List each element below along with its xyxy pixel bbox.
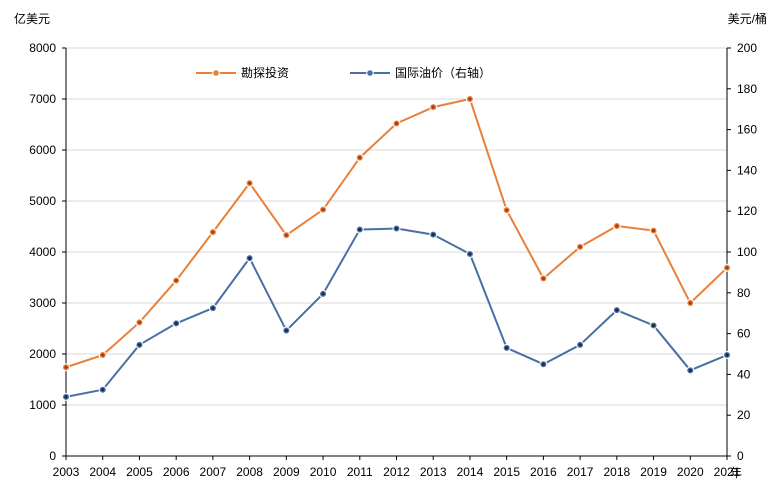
data-point-core-exploration xyxy=(284,233,288,237)
x-tick-label: 2003 xyxy=(53,465,80,479)
data-point-core-oil-price xyxy=(284,328,288,333)
data-point-core-oil-price xyxy=(211,306,215,310)
x-tick-label: 2017 xyxy=(567,465,594,479)
data-point-core-oil-price xyxy=(64,395,68,399)
right-tick-label: 40 xyxy=(737,367,751,381)
x-tick-label: 2007 xyxy=(200,465,227,479)
data-point-core-exploration xyxy=(651,228,656,233)
data-point-core-exploration xyxy=(688,301,692,305)
left-tick-label: 1000 xyxy=(29,398,56,412)
x-tick-label: 2016 xyxy=(530,465,557,479)
data-point-core-exploration xyxy=(358,156,362,160)
data-point-core-exploration xyxy=(211,230,215,234)
x-axis-unit: 年 xyxy=(730,466,742,480)
legend-item-oil-price: 国际油价（右轴） xyxy=(350,65,491,80)
data-point-core-oil-price xyxy=(651,323,656,328)
x-tick-label: 2019 xyxy=(640,465,667,479)
right-tick-label: 100 xyxy=(737,245,757,259)
x-tick-label: 2010 xyxy=(310,465,337,479)
right-tick-label: 0 xyxy=(737,449,744,463)
right-tick-label: 200 xyxy=(737,41,757,55)
x-tick-label: 2021 xyxy=(714,465,741,479)
right-tick-label: 80 xyxy=(737,286,751,300)
right-y-axis-label: 美元/桶 xyxy=(728,11,767,26)
legend: 勘探投资 国际油价（右轴） xyxy=(196,65,491,80)
data-point-core-oil-price xyxy=(505,346,509,350)
x-tick-label: 2013 xyxy=(420,465,447,479)
left-y-ticks: 0 1000 2000 3000 4000 5000 6000 7000 8000 xyxy=(29,41,66,463)
legend-marker-oil-price xyxy=(366,69,374,77)
data-point-core-oil-price xyxy=(431,233,435,237)
right-tick-label: 180 xyxy=(737,82,757,96)
left-tick-label: 4000 xyxy=(29,245,56,259)
series-layer xyxy=(62,95,731,401)
x-tick-label: 2018 xyxy=(603,465,630,479)
x-tick-label: 2011 xyxy=(347,465,373,479)
x-tick-label: 2009 xyxy=(273,465,300,479)
left-tick-label: 8000 xyxy=(29,41,56,55)
legend-item-exploration: 勘探投资 xyxy=(196,65,289,80)
x-ticks: 2003 2004 2005 2006 2007 2008 2009 2010 2011 2012… xyxy=(53,456,741,479)
data-point-core-exploration xyxy=(505,208,509,212)
data-point-core-oil-price xyxy=(688,368,692,372)
left-y-axis-label: 亿美元 xyxy=(14,11,50,26)
data-point-core-exploration xyxy=(321,208,325,212)
x-tick-label: 2004 xyxy=(89,465,116,479)
data-point-core-oil-price xyxy=(725,353,729,357)
series-line-exploration xyxy=(65,98,728,369)
right-tick-label: 120 xyxy=(737,204,757,218)
data-point-core-exploration xyxy=(101,353,105,357)
data-point-core-oil-price xyxy=(137,343,142,347)
data-point-core-oil-price xyxy=(578,343,582,347)
data-point-core-exploration xyxy=(431,105,435,109)
data-point-core-exploration xyxy=(578,245,582,249)
left-tick-label: 0 xyxy=(49,449,56,463)
data-point-core-exploration xyxy=(615,224,619,228)
data-point-core-exploration xyxy=(137,320,142,324)
data-point-core-oil-price xyxy=(321,292,325,296)
x-tick-label: 2005 xyxy=(126,465,153,479)
data-point-core-exploration xyxy=(468,97,472,101)
data-point-core-oil-price xyxy=(394,226,399,231)
left-tick-label: 7000 xyxy=(29,92,56,106)
legend-marker-exploration xyxy=(212,69,220,77)
legend-label-exploration: 勘探投资 xyxy=(241,65,289,80)
grid-lines xyxy=(66,47,727,406)
left-tick-label: 5000 xyxy=(29,194,56,208)
left-tick-label: 6000 xyxy=(29,143,56,157)
data-point-core-oil-price xyxy=(468,252,472,256)
data-point-core-oil-price xyxy=(615,308,619,312)
data-point-core-exploration xyxy=(394,121,399,126)
data-point-core-exploration xyxy=(725,266,729,270)
right-tick-label: 160 xyxy=(737,123,757,137)
x-tick-label: 2014 xyxy=(457,465,484,479)
x-tick-label: 2020 xyxy=(677,465,704,479)
legend-label-oil-price: 国际油价（右轴） xyxy=(395,65,491,80)
right-y-ticks: 0 20 40 60 80 100 120 140 160 180 200 xyxy=(727,41,757,463)
left-tick-label: 3000 xyxy=(29,296,56,310)
data-point-core-oil-price xyxy=(541,362,545,366)
x-tick-label: 2006 xyxy=(163,465,190,479)
data-point-core-oil-price xyxy=(101,388,105,392)
data-point-core-exploration xyxy=(174,278,178,283)
data-point-core-oil-price xyxy=(358,227,362,232)
data-point-core-oil-price xyxy=(174,321,178,325)
x-tick-label: 2012 xyxy=(383,465,410,479)
x-tick-label: 2008 xyxy=(236,465,263,479)
right-tick-label: 140 xyxy=(737,163,757,177)
left-tick-label: 2000 xyxy=(29,347,56,361)
data-point-core-exploration xyxy=(541,276,545,281)
x-tick-label: 2015 xyxy=(493,465,520,479)
series-line-oil-price xyxy=(65,227,728,398)
right-tick-label: 60 xyxy=(737,327,751,341)
data-point-core-oil-price xyxy=(248,256,252,260)
data-point-core-exploration xyxy=(64,365,68,369)
right-tick-label: 20 xyxy=(737,408,751,422)
data-point-core-exploration xyxy=(248,181,252,185)
